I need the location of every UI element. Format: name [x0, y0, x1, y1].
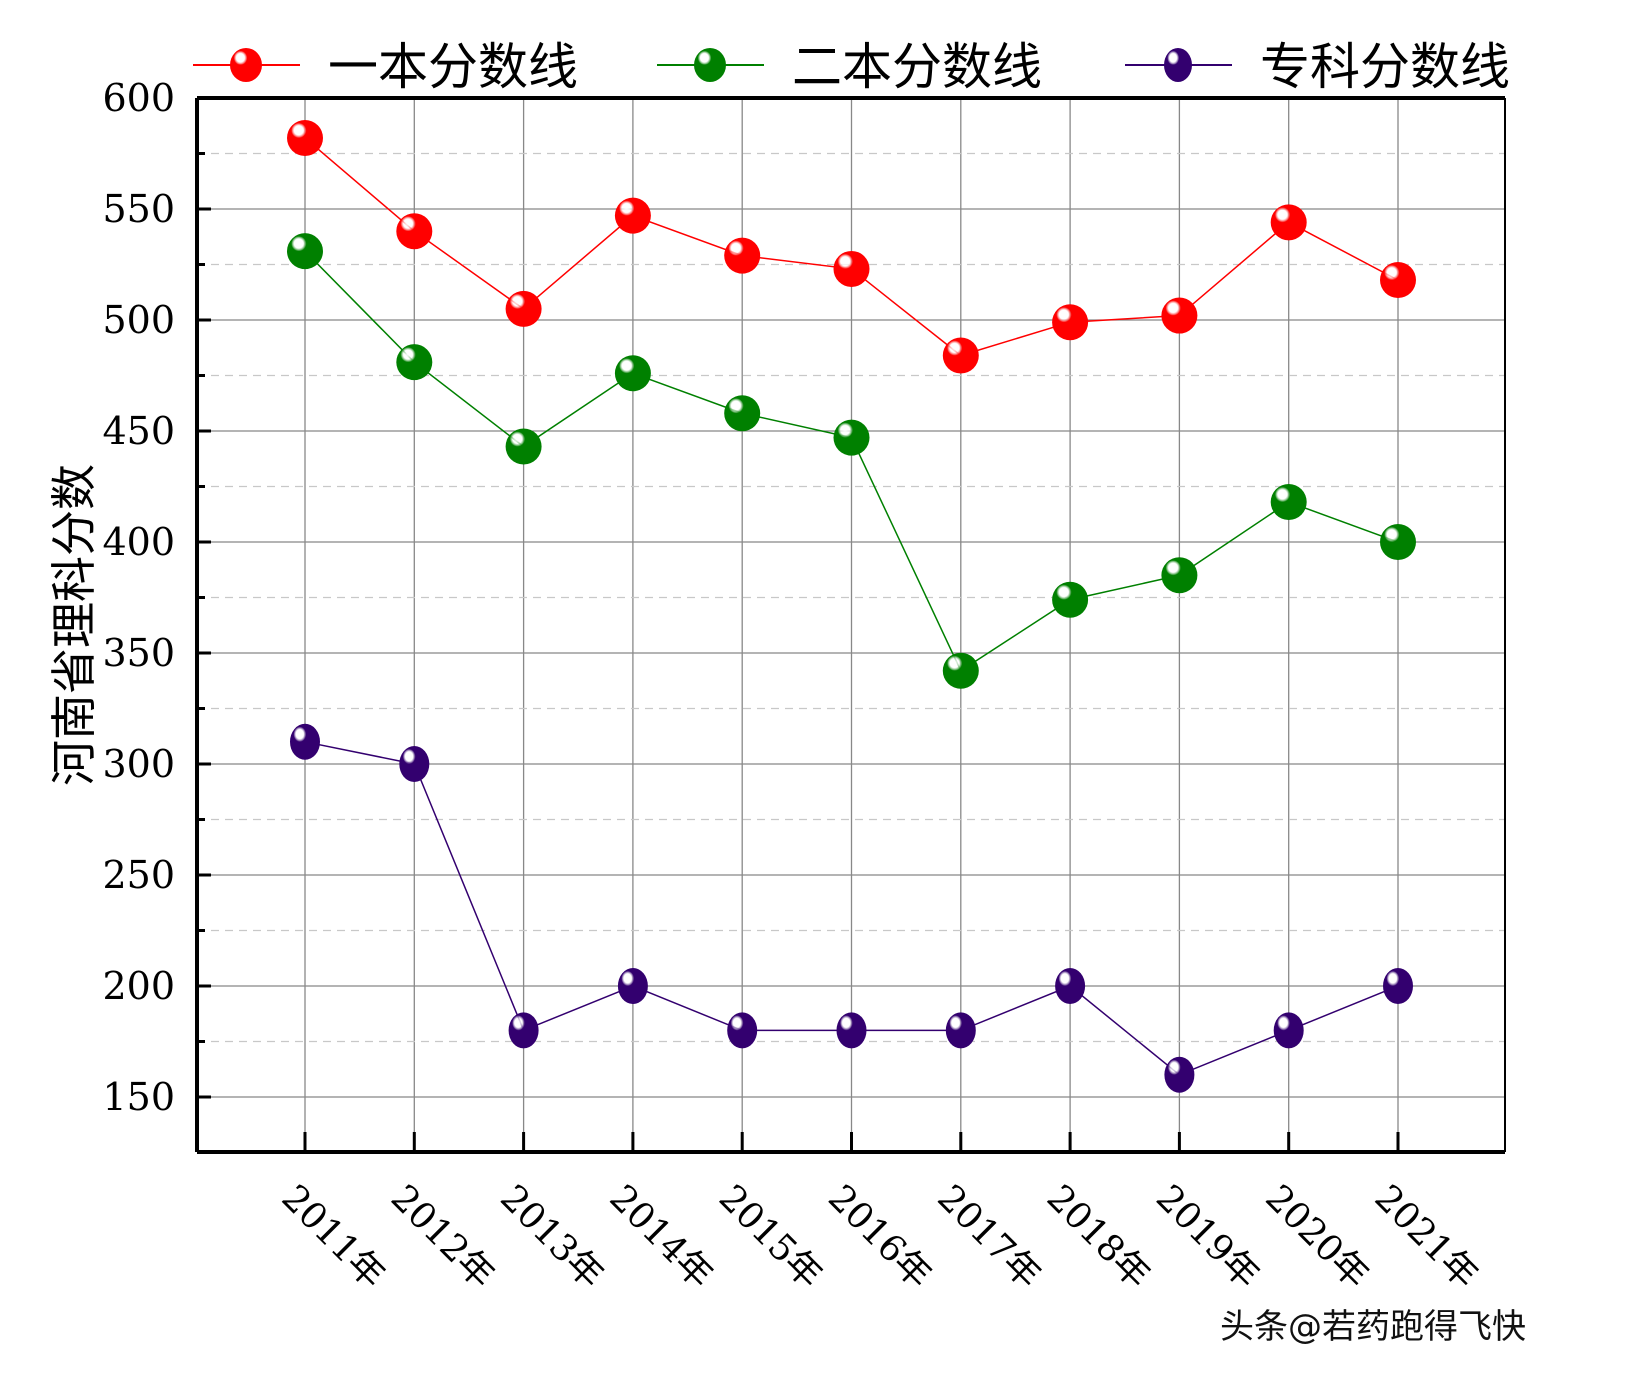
data-point-marker[interactable]: [614, 197, 651, 234]
data-point-marker[interactable]: [945, 1012, 976, 1049]
legend-item-1: 二本分数线: [657, 38, 1042, 96]
x-tick-label: 2013年: [492, 1177, 611, 1296]
y-axis-label: 河南省理科分数: [47, 464, 101, 786]
data-point-marker[interactable]: [290, 723, 320, 760]
legend-label: 二本分数线: [792, 38, 1042, 96]
data-point-marker[interactable]: [724, 395, 761, 432]
axes: [195, 96, 1506, 1154]
data-point-marker[interactable]: [727, 1012, 758, 1049]
legend-marker-icon: [1164, 48, 1192, 82]
data-point-marker[interactable]: [1380, 524, 1416, 560]
series-0: [287, 119, 1416, 374]
y-tick-label: 300: [102, 742, 175, 786]
data-point-marker[interactable]: [833, 419, 870, 456]
data-point-marker[interactable]: [836, 1012, 867, 1049]
data-point-marker[interactable]: [396, 213, 433, 250]
data-point-marker[interactable]: [833, 250, 870, 287]
legend-marker-icon: [694, 48, 726, 82]
y-tick-label: 350: [102, 631, 175, 675]
data-point-marker[interactable]: [1161, 557, 1198, 594]
data-point-marker[interactable]: [508, 1012, 539, 1049]
data-point-marker[interactable]: [1270, 484, 1307, 521]
series-group: [287, 119, 1416, 1093]
y-tick-label: 400: [102, 520, 175, 564]
data-point-marker[interactable]: [399, 746, 430, 782]
x-tick-label: 2015年: [711, 1177, 830, 1296]
data-point-marker[interactable]: [1164, 1056, 1195, 1093]
data-point-marker[interactable]: [942, 652, 979, 689]
x-tick-label: 2016年: [820, 1177, 939, 1296]
x-tick-label: 2014年: [602, 1177, 721, 1296]
x-tick-label: 2018年: [1039, 1177, 1158, 1296]
data-point-marker[interactable]: [396, 344, 433, 381]
data-point-marker[interactable]: [1273, 1012, 1304, 1049]
y-tick-label: 600: [102, 76, 175, 120]
data-point-marker[interactable]: [505, 428, 542, 465]
y-tick-label: 550: [102, 187, 175, 231]
data-point-marker[interactable]: [287, 119, 323, 156]
legend: 一本分数线 二本分数线 专科分数线: [193, 38, 1510, 96]
legend-marker-icon: [230, 48, 262, 82]
legend-label: 专科分数线: [1260, 38, 1510, 96]
y-tick-label: 450: [102, 409, 175, 453]
data-point-marker[interactable]: [1380, 262, 1416, 299]
series-2: [290, 723, 1413, 1093]
legend-label: 一本分数线: [328, 38, 578, 96]
data-point-marker[interactable]: [1052, 581, 1089, 618]
x-tick-label: 2021年: [1367, 1177, 1486, 1296]
data-point-marker[interactable]: [505, 290, 542, 327]
data-point-marker[interactable]: [1270, 204, 1307, 241]
x-tick-label: 2020年: [1257, 1177, 1376, 1296]
legend-item-0: 一本分数线: [193, 38, 578, 96]
data-point-marker[interactable]: [1161, 297, 1198, 334]
data-point-marker[interactable]: [942, 337, 979, 374]
x-tick-label: 2012年: [383, 1177, 502, 1296]
data-point-marker[interactable]: [1055, 968, 1086, 1004]
x-tick-label: 2017年: [929, 1177, 1048, 1296]
x-tick-label: 2019年: [1148, 1177, 1267, 1296]
data-point-marker[interactable]: [287, 233, 323, 270]
data-point-marker[interactable]: [1052, 304, 1089, 341]
y-tick-label: 250: [102, 853, 175, 897]
data-point-marker[interactable]: [614, 355, 651, 392]
data-point-marker[interactable]: [724, 237, 761, 274]
watermark: 头条@若药跑得飞快: [1220, 1307, 1526, 1347]
y-tick-label: 200: [102, 964, 175, 1008]
series-1: [287, 233, 1416, 689]
x-tick-label: 2011年: [274, 1177, 393, 1296]
legend-item-2: 专科分数线: [1125, 38, 1510, 96]
y-tick-label: 500: [102, 298, 175, 342]
data-point-marker[interactable]: [617, 968, 648, 1004]
y-tick-label: 150: [102, 1075, 175, 1119]
data-point-marker[interactable]: [1383, 968, 1413, 1004]
